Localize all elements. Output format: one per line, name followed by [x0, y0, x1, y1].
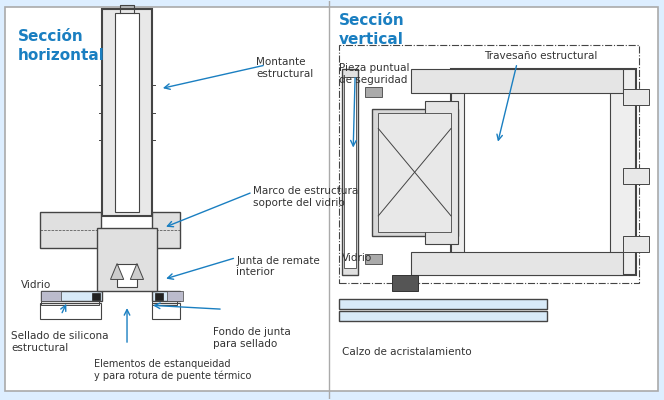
Bar	[339, 45, 639, 284]
Bar	[152, 291, 180, 301]
Bar	[411, 69, 623, 93]
Bar	[41, 301, 99, 305]
Text: Elementos de estanqueidad
y para rotura de puente térmico: Elementos de estanqueidad y para rotura …	[94, 359, 252, 381]
FancyBboxPatch shape	[5, 7, 658, 391]
Bar	[40, 212, 101, 248]
Text: Fondo de junta
para sellado: Fondo de junta para sellado	[213, 327, 291, 349]
Text: Sellado de silicona
estructural: Sellado de silicona estructural	[11, 331, 109, 353]
Text: Vidrio: Vidrio	[342, 252, 372, 262]
Text: Sección
horizontal: Sección horizontal	[18, 29, 105, 63]
Text: Sección
vertical: Sección vertical	[339, 13, 404, 47]
Bar	[378, 113, 451, 232]
Bar	[152, 303, 180, 319]
Bar	[152, 212, 180, 248]
Text: Vidrio: Vidrio	[21, 280, 52, 290]
Polygon shape	[130, 264, 143, 280]
Bar	[339, 311, 547, 321]
Bar	[424, 101, 457, 244]
Bar	[623, 89, 649, 105]
Polygon shape	[110, 264, 124, 280]
Text: Travesaño estructural: Travesaño estructural	[484, 51, 598, 61]
Bar	[451, 69, 636, 276]
Bar	[365, 254, 382, 264]
Bar	[464, 77, 610, 268]
Bar	[41, 291, 102, 301]
Bar	[342, 69, 359, 276]
Bar	[155, 293, 163, 300]
Text: Marco de estructura
soporte del vidrio: Marco de estructura soporte del vidrio	[253, 186, 358, 208]
Bar	[41, 232, 99, 234]
Bar	[40, 303, 101, 319]
Bar	[116, 13, 139, 212]
Bar	[92, 293, 100, 300]
Bar	[153, 301, 177, 305]
Bar	[102, 9, 152, 216]
Bar	[372, 109, 457, 236]
Bar	[97, 228, 157, 291]
Text: Calzo de acristalamiento: Calzo de acristalamiento	[342, 347, 471, 357]
Bar	[392, 276, 418, 291]
Text: Junta de remate
interior: Junta de remate interior	[236, 256, 320, 277]
Bar	[167, 291, 183, 301]
Bar	[365, 87, 382, 97]
Bar	[339, 299, 547, 309]
Bar	[411, 252, 623, 276]
Bar	[623, 168, 649, 184]
Bar	[344, 77, 357, 268]
Bar	[153, 232, 177, 234]
Bar	[41, 291, 61, 301]
Text: Pieza puntual
de seguridad: Pieza puntual de seguridad	[339, 63, 409, 84]
Bar	[623, 236, 649, 252]
Bar	[117, 264, 137, 287]
Text: Montante
estructural: Montante estructural	[256, 57, 313, 78]
